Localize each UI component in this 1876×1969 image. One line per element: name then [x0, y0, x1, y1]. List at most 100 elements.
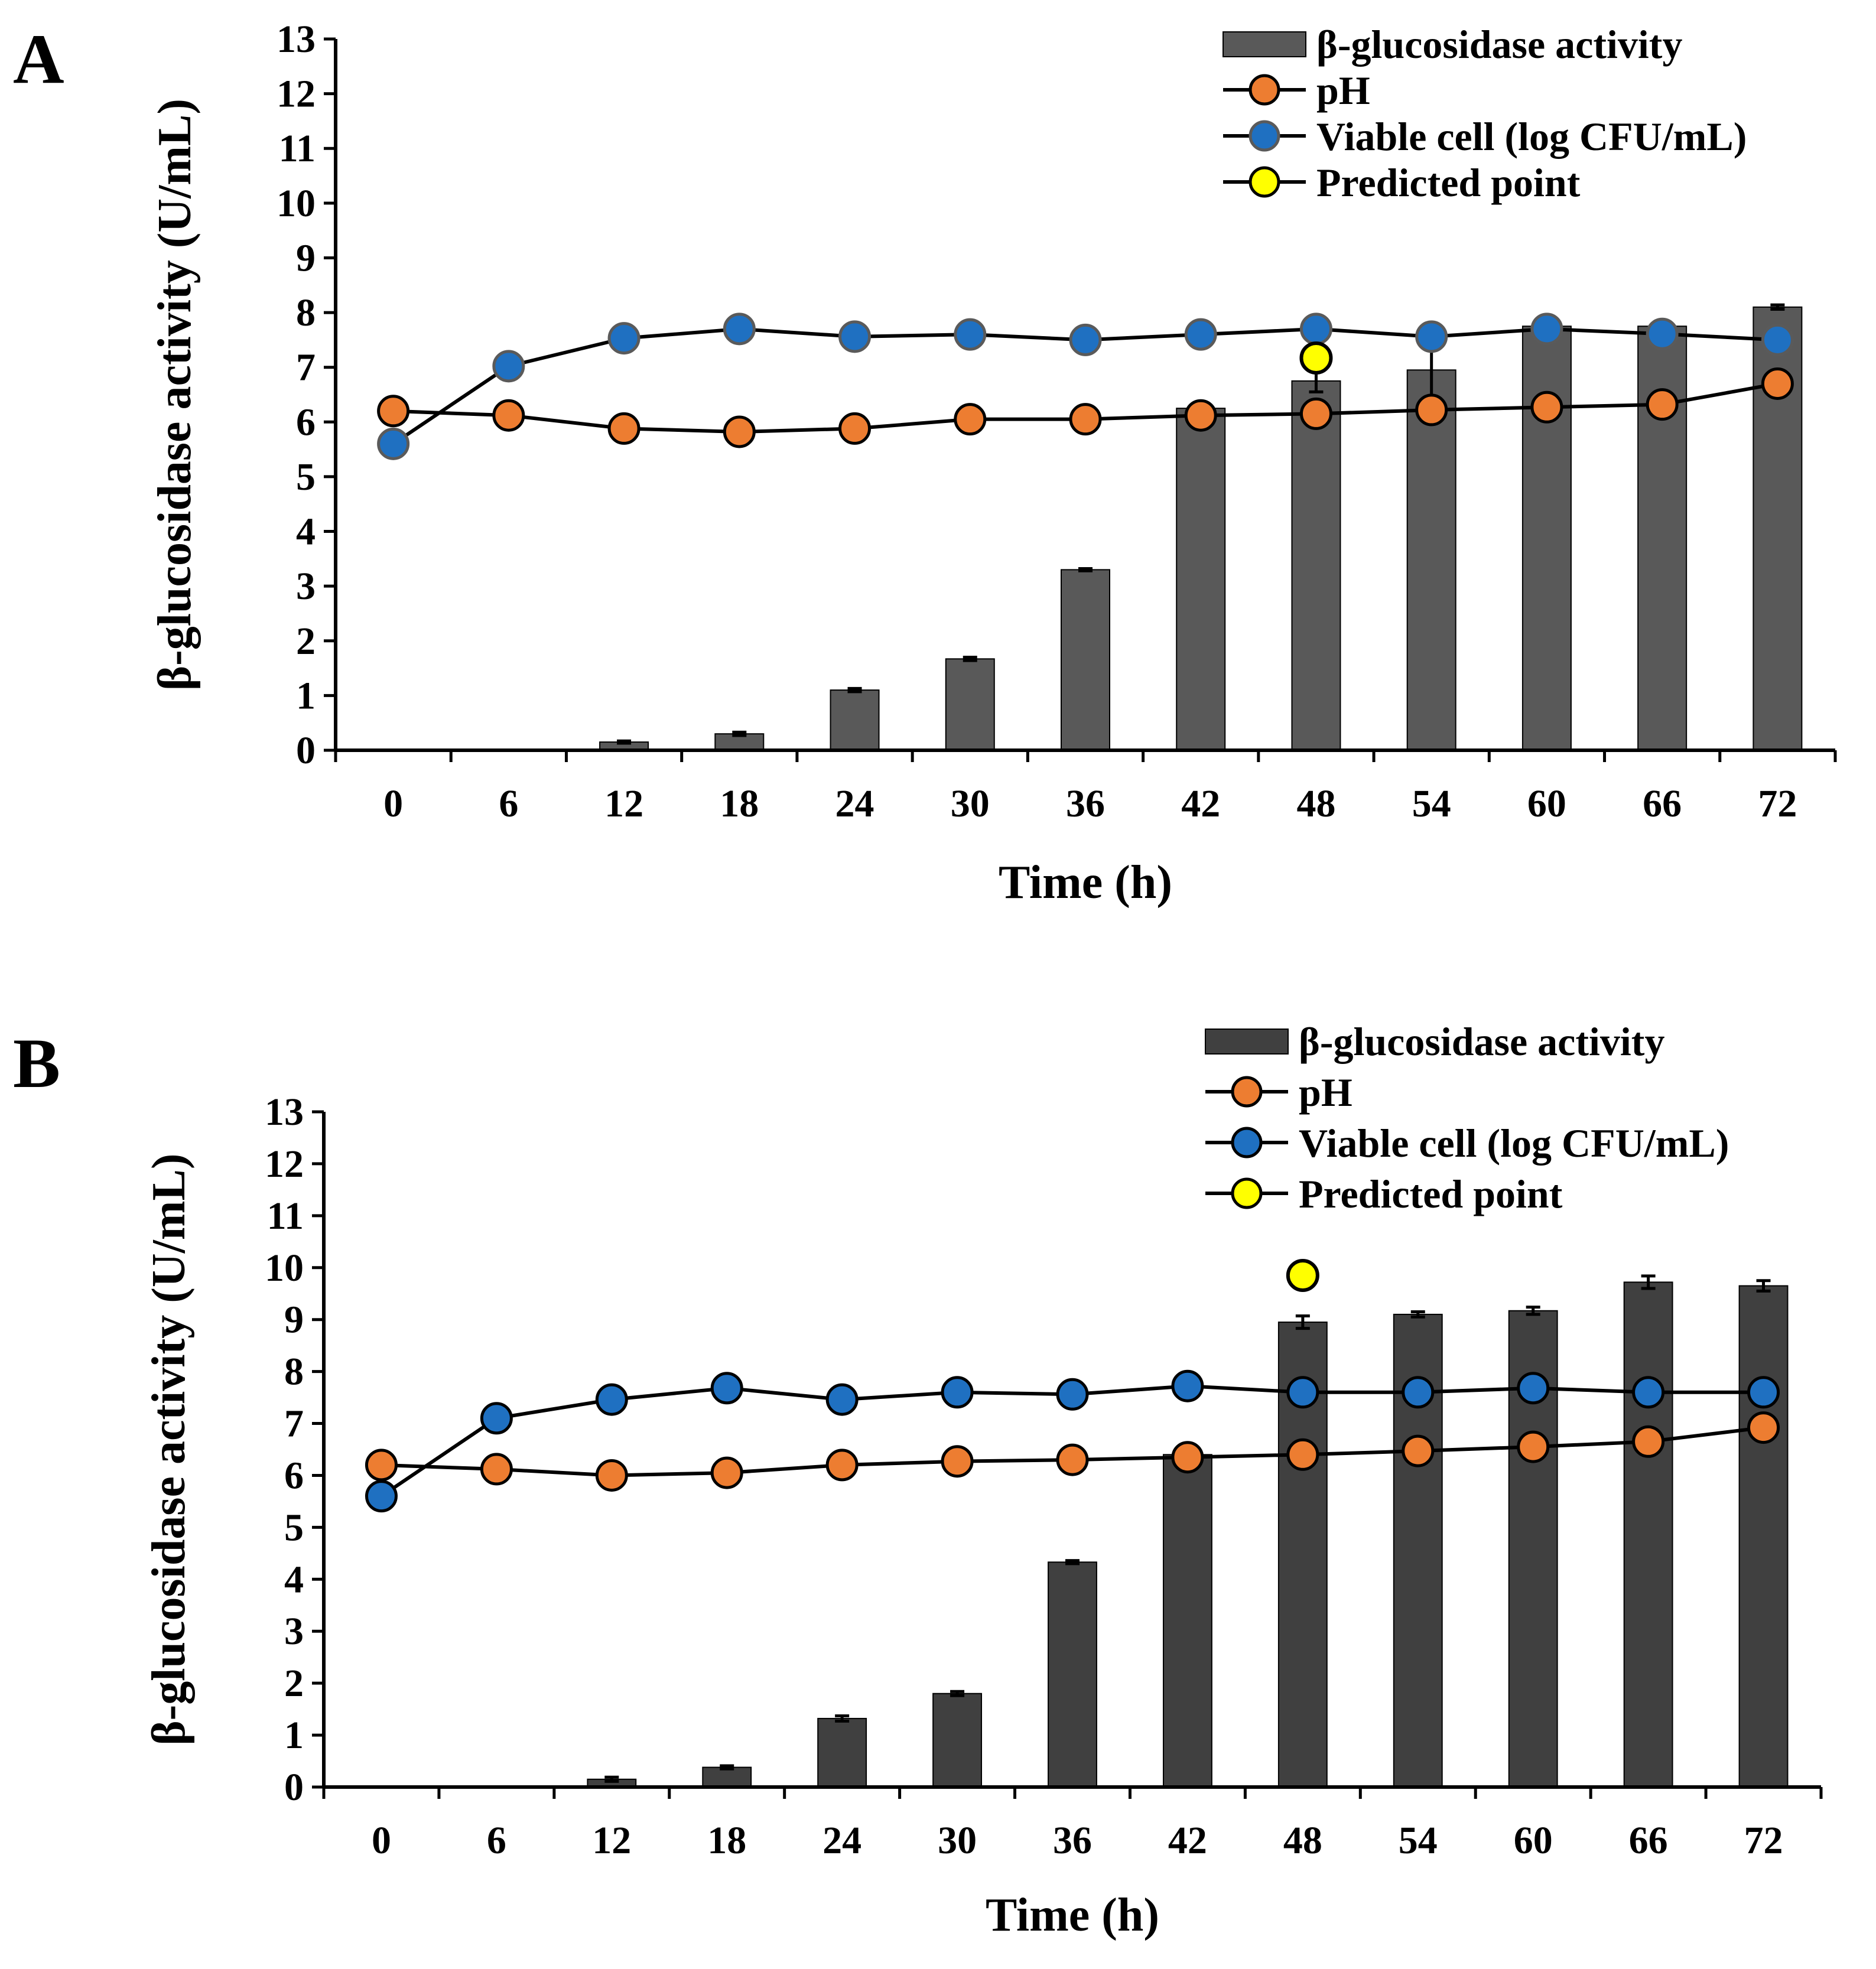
x-tick-label: 18 — [707, 1819, 746, 1862]
y-tick-label: 5 — [296, 455, 316, 499]
x-tick-label: 48 — [1296, 782, 1335, 825]
error-bar — [617, 739, 632, 745]
x-tick-label: 66 — [1629, 1819, 1668, 1862]
viable-cell-point — [710, 1372, 743, 1405]
y-tick-label: 9 — [284, 1298, 304, 1342]
bar — [932, 1693, 983, 1788]
error-bar — [1295, 1314, 1310, 1330]
viable-cell-point — [607, 322, 640, 355]
y-tick-label: 12 — [265, 1143, 304, 1186]
legend-label: Viable cell (log CFU/mL) — [1299, 1121, 1729, 1166]
y-tick-label: 7 — [284, 1402, 304, 1446]
viable-cell-point — [1415, 320, 1448, 353]
x-tick-label: 54 — [1399, 1819, 1438, 1862]
viable-cell-point — [954, 318, 987, 351]
legend-swatch-marker — [1249, 120, 1280, 152]
ph-point — [941, 1445, 974, 1478]
error-bar — [732, 730, 747, 737]
legend-swatch-bar — [1205, 1029, 1289, 1055]
y-axis-title: β-glucosidase activity (U/mL) — [149, 99, 201, 691]
ph-point — [1299, 397, 1332, 430]
ph-point — [1747, 1411, 1780, 1444]
ph-point — [1530, 390, 1563, 424]
error-bar — [847, 686, 862, 694]
y-tick-label: 12 — [277, 73, 316, 116]
error-bar — [1410, 1310, 1425, 1319]
x-tick-label: 12 — [604, 782, 643, 825]
bar — [945, 658, 995, 751]
viable-cell-point — [1286, 1376, 1319, 1409]
y-tick-label: 6 — [296, 401, 316, 444]
error-bar — [1756, 1279, 1771, 1293]
viable-cell-point — [825, 1383, 859, 1416]
legend-swatch-marker — [1249, 74, 1280, 106]
error-bar — [1065, 1559, 1080, 1566]
x-tick-label: 30 — [938, 1819, 977, 1862]
legend-label: pH — [1316, 68, 1370, 113]
legend-label: Predicted point — [1299, 1171, 1563, 1216]
y-tick-label: 3 — [296, 565, 316, 608]
y-tick-label: 11 — [267, 1195, 304, 1238]
y-tick-label: 13 — [265, 1091, 304, 1134]
y-tick-label: 4 — [284, 1558, 304, 1601]
ph-point — [480, 1453, 513, 1486]
error-bar — [720, 1764, 734, 1771]
error-bar — [835, 1714, 850, 1723]
predicted-point — [1286, 1258, 1319, 1292]
y-tick-label: 0 — [296, 729, 316, 772]
x-tick-label: 6 — [487, 1819, 506, 1862]
x-tick-label: 42 — [1181, 782, 1220, 825]
bar — [1162, 1454, 1212, 1788]
x-tick-label: 54 — [1412, 782, 1451, 825]
bar — [830, 689, 880, 751]
legend-label: β-glucosidase activity — [1316, 22, 1682, 67]
ph-point — [954, 403, 987, 436]
ph-point — [607, 412, 640, 445]
ph-point — [1761, 367, 1794, 400]
viable-cell-point — [838, 320, 872, 353]
x-tick-label: 72 — [1744, 1819, 1783, 1862]
viable-cell-point — [1632, 1376, 1665, 1409]
bar — [1738, 1285, 1789, 1788]
ph-point — [595, 1459, 628, 1492]
viable-cell-point — [595, 1383, 628, 1416]
x-tick-label: 0 — [372, 1819, 391, 1862]
viable-cell-point — [1056, 1378, 1089, 1411]
x-tick-label: 6 — [499, 782, 518, 825]
ph-point — [1184, 399, 1217, 432]
y-tick-label: 8 — [296, 291, 316, 334]
y-tick-label: 5 — [284, 1506, 304, 1549]
bar — [817, 1717, 867, 1788]
y-tick-label: 2 — [296, 620, 316, 663]
viable-cell-point — [1069, 323, 1102, 356]
ph-point — [1069, 403, 1102, 436]
ph-point — [1171, 1441, 1204, 1474]
legend-label: Viable cell (log CFU/mL) — [1316, 114, 1747, 159]
x-tick-label: 24 — [835, 782, 874, 825]
ph-point — [838, 412, 872, 445]
ph-point — [365, 1449, 398, 1482]
panel-letter: B — [13, 1024, 60, 1102]
viable-cell-point — [941, 1376, 974, 1409]
y-tick-label: 10 — [265, 1247, 304, 1290]
y-tick-label: 13 — [277, 18, 316, 61]
ph-point — [1646, 388, 1679, 421]
ph-point — [377, 395, 410, 428]
ph-point — [1286, 1438, 1319, 1471]
legend: β-glucosidase activity pH Viable cell (log… — [1205, 1019, 1729, 1216]
legend-swatch-marker — [1231, 1076, 1263, 1108]
legend-swatch-bar — [1223, 31, 1306, 57]
error-bar — [1526, 1306, 1540, 1316]
bar — [1291, 380, 1341, 751]
y-tick-label: 8 — [284, 1350, 304, 1394]
legend-swatch-marker — [1249, 166, 1280, 198]
bar — [1048, 1561, 1097, 1788]
viable-cell-point — [1530, 313, 1563, 346]
y-tick-label: 1 — [296, 674, 316, 717]
x-tick-label: 0 — [383, 782, 403, 825]
viable-cell-point — [1517, 1372, 1550, 1405]
x-tick-label: 24 — [822, 1819, 861, 1862]
viable-cell-point — [1299, 313, 1332, 346]
